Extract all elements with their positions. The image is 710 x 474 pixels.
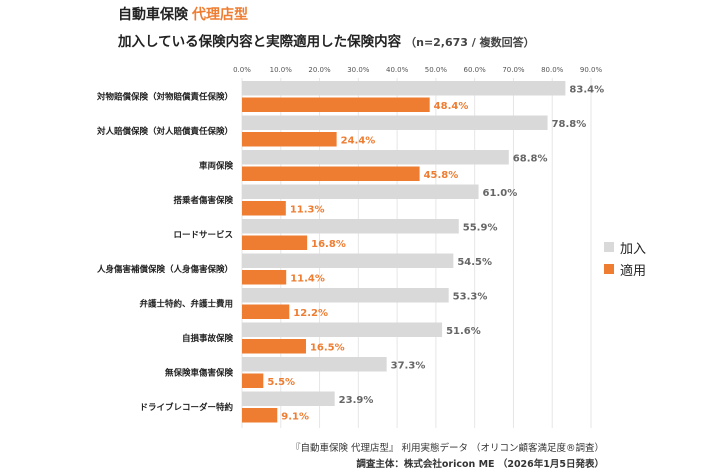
bar-enrolled [242,322,443,337]
category-label: 弁護士特約、弁護士費用 [139,299,233,310]
x-tick-label: 60.0% [464,66,487,74]
bar-applied [242,408,278,423]
value-label-enrolled: 61.0% [483,188,518,199]
legend-item-enrolled: 加入 [604,236,646,258]
title-accent: 代理店型 [192,7,248,23]
x-tick-label: 0.0% [233,66,251,74]
bar-enrolled [242,357,387,372]
bar-enrolled [242,288,449,303]
value-label-applied: 9.1% [281,412,309,423]
legend-item-applied: 適用 [604,258,646,280]
category-label: 無保険車傷害保険 [165,368,234,379]
x-tick-label: 30.0% [347,66,370,74]
value-label-enrolled: 54.5% [457,257,492,268]
value-label-applied: 24.4% [341,136,376,147]
value-label-applied: 5.5% [267,377,295,388]
bar-enrolled [242,81,566,96]
value-label-applied: 11.4% [290,274,325,285]
value-label-applied: 48.4% [434,101,469,112]
x-tick-label: 70.0% [502,66,525,74]
value-label-enrolled: 53.3% [453,292,488,303]
legend: 加入 適用 [604,236,646,280]
bar-enrolled [242,391,335,406]
legend-label-applied: 適用 [620,263,647,279]
x-tick-label: 40.0% [386,66,409,74]
category-label: 車両保険 [199,161,234,172]
value-label-applied: 16.8% [311,239,346,250]
value-label-enrolled: 37.3% [391,361,426,372]
category-label: 対人賠償保険（対人賠償責任保険） [96,126,233,137]
title-main: 自動車保険 [118,7,188,23]
bar-applied [242,132,337,147]
chart-subtitle: 加入している保険内容と実際適用した保険内容 （n=2,673 / 複数回答） [118,30,535,50]
value-label-enrolled: 83.4% [569,85,604,96]
bar-applied [242,97,430,112]
bar-applied [242,270,287,285]
legend-label-enrolled: 加入 [620,241,647,257]
category-label: ドライブレコーダー特約 [139,402,233,413]
bar-applied [242,339,306,354]
subtitle-main: 加入している保険内容と実際適用した保険内容 [118,34,402,50]
value-label-applied: 16.5% [310,343,345,354]
category-label: 自損事故保険 [182,333,234,344]
surveyor-note: 調査主体：株式会社oricon ME （2026年1月5日発表） [356,459,604,470]
source-note: 『自動車保険 代理店型』 利用実態データ （オリコン顧客満足度®調査） [290,443,604,454]
bar-applied [242,201,286,216]
bar-enrolled [242,184,479,199]
category-label: 対物賠償保険（対物賠償責任保険） [96,92,233,103]
legend-swatch-applied [604,264,614,274]
category-label: 搭乗者傷害保険 [173,195,233,206]
value-label-applied: 11.3% [290,205,325,216]
value-label-applied: 12.2% [293,308,328,319]
value-label-enrolled: 78.8% [552,119,587,130]
x-tick-label: 80.0% [541,66,564,74]
category-label: ロードサービス [173,230,233,241]
category-label: 人身傷害補償保険（人身傷害保険） [97,264,233,275]
bar-enrolled [242,219,459,234]
x-tick-label: 10.0% [270,66,293,74]
x-tick-label: 50.0% [425,66,448,74]
value-label-enrolled: 51.6% [446,326,481,337]
value-label-enrolled: 55.9% [463,223,498,234]
bar-applied [242,373,264,388]
x-tick-label: 20.0% [308,66,331,74]
bar-applied [242,304,290,319]
bar-enrolled [242,253,454,268]
bar-enrolled [242,115,548,130]
chart-title: 自動車保険 代理店型 [118,4,248,24]
x-tick-label: 90.0% [580,66,603,74]
value-label-applied: 45.8% [424,170,459,181]
bar-enrolled [242,150,509,165]
subtitle-note: （n=2,673 / 複数回答） [405,36,535,49]
value-label-enrolled: 68.8% [513,154,548,165]
value-label-enrolled: 23.9% [339,395,374,406]
bar-applied [242,166,420,181]
bar-applied [242,235,308,250]
legend-swatch-enrolled [604,242,614,252]
